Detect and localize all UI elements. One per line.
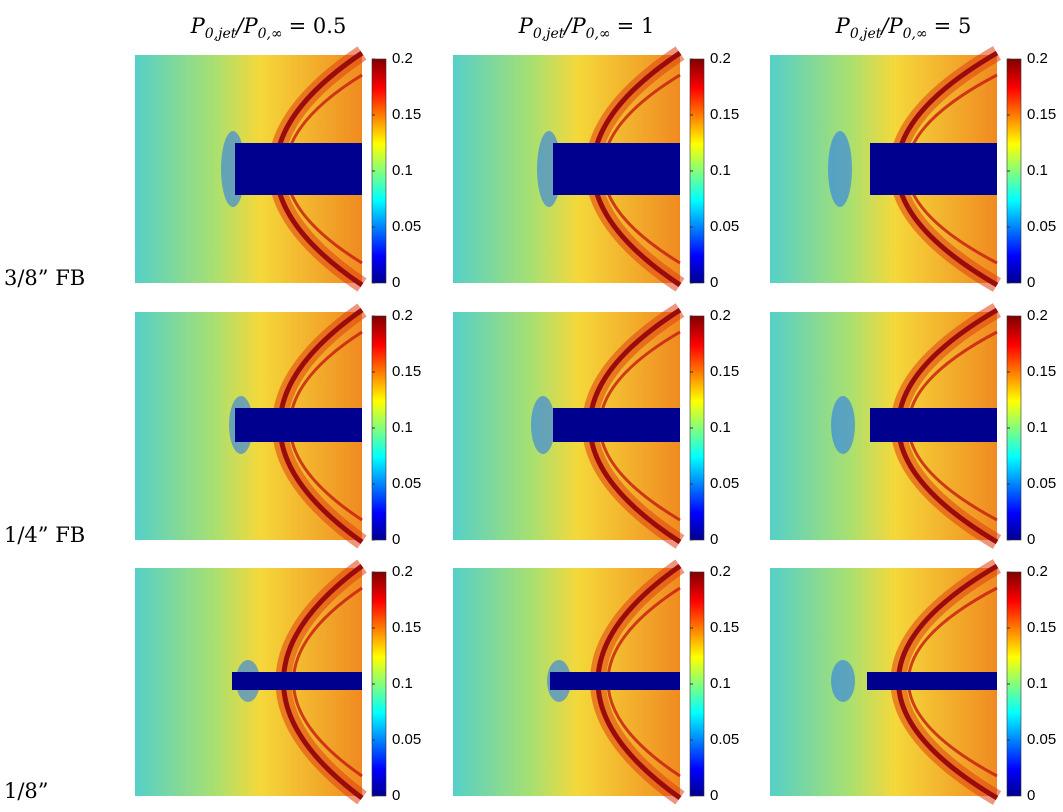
sting bbox=[235, 143, 362, 195]
colorbar-tick-label: 0.05 bbox=[710, 475, 739, 492]
colorbar-tick-label: 0.1 bbox=[1027, 675, 1048, 692]
colorbar-tick-label: 0.05 bbox=[1027, 475, 1056, 492]
colorbar-tick-label: 0.1 bbox=[710, 419, 731, 436]
colorbar-tick-label: 0 bbox=[392, 787, 400, 804]
colorbar-tick-label: 0.05 bbox=[392, 731, 421, 748]
colorbar-tick-label: 0.05 bbox=[710, 731, 739, 748]
column-title: P0,jet/P0,∞= 1 bbox=[518, 14, 655, 42]
title-part: P bbox=[888, 14, 904, 38]
colorbar-tick-label: 0.15 bbox=[1027, 363, 1056, 380]
sting bbox=[553, 408, 680, 442]
panel: 0 0.05 0.1 0.15 0.2 bbox=[770, 50, 1056, 291]
row-label: 1/4” FB bbox=[4, 523, 85, 547]
colorbar-tick-label: 0 bbox=[1027, 531, 1035, 548]
panel: 0 0.05 0.1 0.15 0.2 bbox=[453, 563, 739, 804]
colorbar-tick-label: 0.05 bbox=[1027, 218, 1056, 235]
colorbar-tick-label: 0 bbox=[710, 787, 718, 804]
colorbar-tick-label: 0 bbox=[710, 274, 718, 291]
panel: 0 0.05 0.1 0.15 0.2 bbox=[770, 563, 1056, 804]
title-sub: 0,jet bbox=[205, 26, 237, 42]
colorbar-tick-label: 0.15 bbox=[392, 106, 421, 123]
panel: 0 0.05 0.1 0.15 0.2 bbox=[453, 50, 739, 291]
title-sub: 0,jet bbox=[533, 26, 565, 42]
panel: 0 0.05 0.1 0.15 0.2 bbox=[453, 307, 739, 548]
colorbar-tick-label: 0.2 bbox=[392, 50, 413, 67]
colorbar-tick-label: 0.05 bbox=[710, 218, 739, 235]
colorbar-tick-label: 0.1 bbox=[710, 675, 731, 692]
sting bbox=[870, 143, 997, 195]
sting bbox=[235, 408, 362, 442]
colorbar-tick-label: 0.15 bbox=[710, 106, 739, 123]
colorbar-tick-label: 0.15 bbox=[1027, 619, 1056, 636]
panel: 0 0.05 0.1 0.15 0.2 bbox=[135, 307, 421, 548]
colorbar-tick-label: 0.15 bbox=[392, 619, 421, 636]
colorbar-tick-label: 0.1 bbox=[1027, 162, 1048, 179]
panel: 0 0.05 0.1 0.15 0.2 bbox=[135, 563, 421, 804]
colorbar-tick-label: 0.1 bbox=[710, 162, 731, 179]
colorbar-tick-label: 0.1 bbox=[392, 419, 413, 436]
colorbar-tick-label: 0.2 bbox=[1027, 307, 1048, 324]
colorbar-tick-label: 0.15 bbox=[710, 363, 739, 380]
colorbar-tick-label: 0.05 bbox=[1027, 731, 1056, 748]
row-label: 3/8” FB bbox=[4, 266, 85, 290]
title-part: P bbox=[835, 14, 851, 38]
colorbar-tick-label: 0.05 bbox=[392, 475, 421, 492]
colorbar-tick-label: 0.1 bbox=[1027, 419, 1048, 436]
title-part: = 5 bbox=[934, 14, 972, 38]
sting bbox=[870, 408, 997, 442]
sting bbox=[550, 672, 680, 690]
colorbar-tick-label: 0 bbox=[1027, 274, 1035, 291]
colorbar-tick-label: 0.2 bbox=[1027, 563, 1048, 580]
colorbar-tick-label: 0.15 bbox=[1027, 106, 1056, 123]
title-part: P bbox=[190, 14, 206, 38]
title-sub: 0,∞ bbox=[903, 26, 928, 42]
wake bbox=[828, 131, 852, 207]
title-part: = 1 bbox=[617, 14, 655, 38]
colorbar-tick-label: 0.05 bbox=[392, 218, 421, 235]
colorbar-tick-label: 0.15 bbox=[710, 619, 739, 636]
colorbar-tick-label: 0 bbox=[392, 531, 400, 548]
wake bbox=[831, 396, 855, 454]
figure: P0,jet/P0,∞= 0.5P0,jet/P0,∞= 1P0,jet/P0,… bbox=[0, 0, 1063, 812]
colorbar-tick-label: 0.2 bbox=[392, 307, 413, 324]
colorbar-tick-label: 0.1 bbox=[392, 675, 413, 692]
wake bbox=[831, 660, 855, 702]
colorbar-tick-label: 0.2 bbox=[710, 307, 731, 324]
colorbar-tick-label: 0.2 bbox=[1027, 50, 1048, 67]
title-part: P bbox=[518, 14, 534, 38]
colorbar-tick-label: 0.2 bbox=[710, 50, 731, 67]
sting bbox=[867, 672, 997, 690]
colorbar-tick-label: 0 bbox=[710, 531, 718, 548]
colorbar-tick-label: 0.2 bbox=[710, 563, 731, 580]
panel: 0 0.05 0.1 0.15 0.2 bbox=[135, 50, 421, 291]
wake bbox=[531, 396, 555, 454]
title-sub: 0,∞ bbox=[258, 26, 283, 42]
column-title: P0,jet/P0,∞= 5 bbox=[835, 14, 972, 42]
row-label: 1/8” bbox=[4, 779, 49, 803]
title-sub: 0,∞ bbox=[586, 26, 611, 42]
colorbar-tick-label: 0 bbox=[392, 274, 400, 291]
title-part: P bbox=[242, 14, 258, 38]
colorbar-tick-label: 0.2 bbox=[392, 563, 413, 580]
colorbar-tick-label: 0 bbox=[1027, 787, 1035, 804]
colorbar-tick-label: 0.1 bbox=[392, 162, 413, 179]
sting bbox=[232, 672, 362, 690]
panel: 0 0.05 0.1 0.15 0.2 bbox=[770, 307, 1056, 548]
colorbar-tick-label: 0.15 bbox=[392, 363, 421, 380]
title-sub: 0,jet bbox=[850, 26, 882, 42]
column-title: P0,jet/P0,∞= 0.5 bbox=[190, 14, 347, 42]
title-part: = 0.5 bbox=[289, 14, 347, 38]
sting bbox=[553, 143, 680, 195]
title-part: P bbox=[571, 14, 587, 38]
